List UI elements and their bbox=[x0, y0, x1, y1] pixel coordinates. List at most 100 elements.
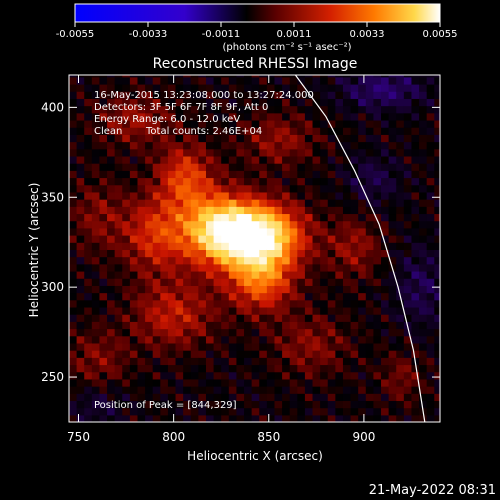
heatmap-cell bbox=[107, 407, 116, 416]
heatmap-cell bbox=[107, 191, 116, 200]
heatmap-cell bbox=[327, 335, 336, 344]
heatmap-cell bbox=[312, 163, 321, 171]
heatmap-cell bbox=[183, 242, 192, 250]
heatmap-cell bbox=[114, 75, 123, 78]
heatmap-cell bbox=[221, 278, 230, 286]
heatmap-cell bbox=[152, 299, 161, 308]
heatmap-cell bbox=[282, 213, 291, 222]
heatmap-cell bbox=[137, 393, 146, 402]
heatmap-cell bbox=[304, 292, 314, 301]
heatmap-cell bbox=[304, 328, 314, 337]
heatmap-cell bbox=[183, 371, 192, 380]
heatmap-cell bbox=[411, 127, 420, 135]
heatmap-cell bbox=[137, 242, 146, 250]
heatmap-cell bbox=[84, 335, 93, 344]
heatmap-cell bbox=[213, 227, 222, 236]
heatmap-cell bbox=[342, 242, 352, 250]
heatmap-cell bbox=[419, 242, 428, 250]
heatmap-cell bbox=[259, 371, 268, 380]
heatmap-cell bbox=[76, 170, 85, 179]
heatmap-cell bbox=[183, 235, 192, 243]
heatmap-cell bbox=[419, 220, 428, 229]
heatmap-cell bbox=[381, 414, 390, 422]
heatmap-cell bbox=[365, 342, 375, 351]
heatmap-cell bbox=[190, 170, 199, 179]
heatmap-cell bbox=[304, 170, 314, 179]
heatmap-cell bbox=[289, 199, 298, 207]
heatmap-cell bbox=[358, 292, 367, 301]
heatmap-cell bbox=[396, 378, 405, 387]
heatmap-cell bbox=[244, 299, 253, 308]
heatmap-cell bbox=[426, 321, 435, 330]
heatmap-cell bbox=[251, 263, 260, 272]
heatmap-cell bbox=[297, 278, 306, 286]
heatmap-cell bbox=[304, 263, 314, 272]
heatmap-cell bbox=[320, 127, 329, 135]
heatmap-cell bbox=[175, 91, 184, 99]
heatmap-cell bbox=[419, 335, 428, 344]
heatmap-cell bbox=[160, 76, 169, 85]
heatmap-cell bbox=[419, 191, 428, 200]
heatmap-cell bbox=[213, 335, 222, 344]
heatmap-cell bbox=[350, 393, 359, 402]
heatmap-cell bbox=[403, 342, 413, 351]
heatmap-cell bbox=[190, 357, 199, 366]
heatmap-cell bbox=[175, 249, 184, 258]
heatmap-cell bbox=[312, 270, 321, 279]
heatmap-cell bbox=[99, 191, 108, 200]
heatmap-cell bbox=[266, 386, 276, 394]
heatmap-cell bbox=[381, 155, 390, 164]
heatmap-cell bbox=[99, 170, 108, 179]
heatmap-cell bbox=[350, 235, 359, 243]
heatmap-cell bbox=[411, 242, 420, 250]
heatmap-cell bbox=[388, 407, 397, 416]
heatmap-cell bbox=[205, 112, 215, 121]
heatmap-cell bbox=[358, 350, 367, 358]
heatmap-cell bbox=[221, 75, 230, 78]
heatmap-cell bbox=[434, 105, 440, 114]
heatmap-cell bbox=[381, 321, 390, 330]
heatmap-cell bbox=[381, 83, 390, 92]
heatmap-cell bbox=[282, 256, 291, 265]
heatmap-cell bbox=[152, 184, 161, 193]
heatmap-cell bbox=[69, 119, 78, 128]
heatmap-cell bbox=[137, 220, 146, 229]
heatmap-cell bbox=[221, 134, 230, 143]
heatmap-cell bbox=[251, 134, 260, 143]
heatmap-cell bbox=[274, 285, 283, 294]
heatmap-cell bbox=[183, 249, 192, 258]
heatmap-cell bbox=[69, 299, 78, 308]
heatmap-cell bbox=[244, 256, 253, 265]
heatmap-cell bbox=[198, 407, 207, 416]
heatmap-cell bbox=[107, 127, 116, 135]
heatmap-cell bbox=[434, 393, 440, 402]
colorbar-tick-label: 0.0055 bbox=[423, 29, 458, 40]
heatmap-cell bbox=[312, 170, 321, 179]
heatmap-cell bbox=[335, 235, 344, 243]
heatmap-cell bbox=[160, 292, 169, 301]
heatmap-cell bbox=[114, 328, 123, 337]
heatmap-cell bbox=[228, 206, 238, 215]
heatmap-cell bbox=[99, 249, 108, 258]
heatmap-cell bbox=[350, 141, 359, 150]
heatmap-cell bbox=[175, 75, 184, 78]
heatmap-cell bbox=[160, 299, 169, 308]
heatmap-cell bbox=[122, 148, 131, 157]
heatmap-cell bbox=[274, 112, 283, 121]
heatmap-cell bbox=[183, 263, 192, 272]
heatmap-cell bbox=[358, 191, 367, 200]
heatmap-cell bbox=[274, 393, 283, 402]
heatmap-cell bbox=[358, 76, 367, 85]
heatmap-cell bbox=[289, 321, 298, 330]
heatmap-cell bbox=[312, 105, 321, 114]
heatmap-cell bbox=[426, 270, 435, 279]
heatmap-cell bbox=[251, 328, 260, 337]
heatmap-cell bbox=[122, 76, 131, 85]
heatmap-cell bbox=[312, 213, 321, 222]
heatmap-cell bbox=[381, 199, 390, 207]
heatmap-cell bbox=[251, 98, 260, 107]
heatmap-cell bbox=[289, 112, 298, 121]
heatmap-cell bbox=[76, 227, 85, 236]
heatmap-cell bbox=[342, 386, 352, 394]
heatmap-cell bbox=[282, 199, 291, 207]
